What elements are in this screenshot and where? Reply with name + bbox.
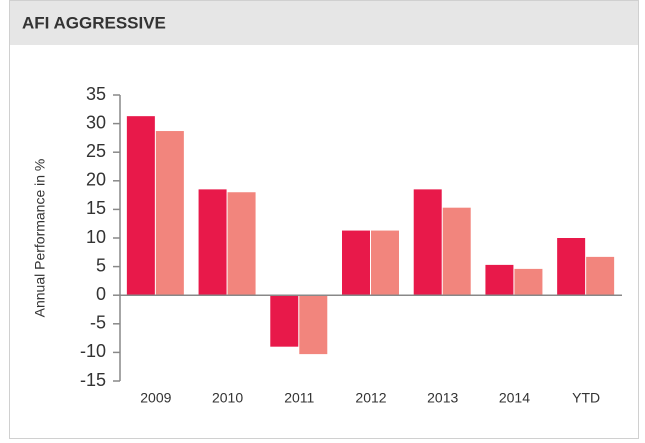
x-tick-label: 2012 <box>355 390 386 406</box>
y-tick-label: 0 <box>96 284 106 304</box>
bar <box>126 116 155 296</box>
bar <box>155 131 184 296</box>
panel <box>9 0 639 439</box>
bar <box>557 238 586 296</box>
y-tick-label: 35 <box>86 84 106 104</box>
bar <box>371 230 399 296</box>
header <box>10 1 638 45</box>
y-tick-label: -15 <box>80 370 106 390</box>
bar <box>413 189 442 296</box>
chart-title: AFI AGGRESSIVE <box>22 13 166 32</box>
bar <box>227 192 256 296</box>
x-tick-label: 2014 <box>499 390 530 406</box>
y-axis-label: Annual Performance in % <box>32 159 48 318</box>
bar <box>270 295 299 347</box>
y-tick-label: -10 <box>80 341 106 361</box>
x-tick-label: 2013 <box>427 390 458 406</box>
bar <box>299 295 328 355</box>
bar <box>514 268 543 296</box>
x-tick-label: 2009 <box>140 390 171 406</box>
bar <box>442 207 471 296</box>
y-tick-label: 25 <box>86 141 106 161</box>
y-tick-label: 15 <box>86 198 106 218</box>
x-tick-label: 2010 <box>212 390 243 406</box>
x-tick-label: YTD <box>572 390 600 406</box>
y-tick-label: 10 <box>86 227 106 247</box>
bar <box>586 256 615 296</box>
bar <box>342 230 370 296</box>
y-tick-label: 20 <box>86 170 106 190</box>
y-tick-label: -5 <box>90 313 106 333</box>
y-tick-label: 5 <box>96 255 106 275</box>
bar <box>198 189 227 296</box>
x-tick-label: 2011 <box>284 390 314 406</box>
bar <box>485 264 514 296</box>
y-tick-label: 30 <box>86 112 106 132</box>
